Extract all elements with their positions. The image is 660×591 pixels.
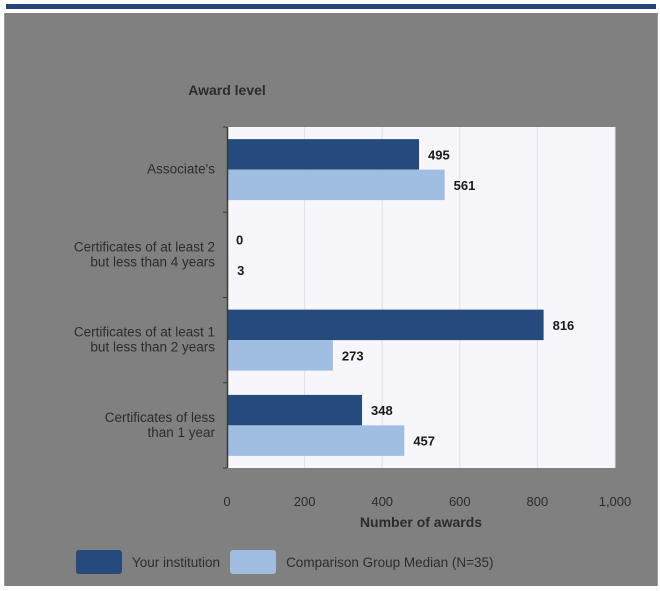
category-label: Certificates of at least 1 but less than … xyxy=(74,325,215,355)
legend-item-comparison-median: Comparison Group Median (N=35) xyxy=(230,550,494,574)
bar xyxy=(227,425,405,456)
x-tick-label: 400 xyxy=(371,494,393,509)
bar xyxy=(227,340,333,371)
bar-value-label: 816 xyxy=(553,318,575,333)
x-tick-label: 600 xyxy=(449,494,471,509)
x-tick-label: 800 xyxy=(527,494,549,509)
legend-label-your-institution: Your institution xyxy=(132,554,221,570)
bar-value-label: 495 xyxy=(428,147,450,162)
bar xyxy=(227,139,420,170)
legend: Your institution Comparison Group Median… xyxy=(76,549,504,575)
bar xyxy=(227,394,363,426)
chart-panel: 495 561 0 3 816 273 348 457 0 200 400 600 800 1,000 … xyxy=(4,13,658,586)
legend-label-comparison-median: Comparison Group Median (N=35) xyxy=(286,554,494,570)
header-rule xyxy=(6,4,656,9)
bar xyxy=(227,309,544,341)
x-axis-title: Number of awards xyxy=(360,514,482,530)
legend-swatch-your-institution xyxy=(76,550,122,574)
category-label: Certificates of less than 1 year xyxy=(105,410,216,440)
bar-value-label: 0 xyxy=(236,233,243,248)
x-tick-label: 1,000 xyxy=(599,494,632,509)
x-tick-label: 0 xyxy=(223,494,230,509)
bar-value-label: 457 xyxy=(413,434,435,449)
category-axis-title: Award level xyxy=(188,82,266,98)
category-label: Associate's xyxy=(147,162,215,177)
bar-value-label: 348 xyxy=(371,403,393,418)
legend-swatch-comparison-median xyxy=(230,550,277,574)
x-tick-label: 200 xyxy=(294,494,316,509)
bar-value-label: 273 xyxy=(342,348,364,363)
bar-value-label: 561 xyxy=(454,178,476,193)
legend-item-your-institution: Your institution xyxy=(76,550,220,574)
bar xyxy=(227,169,445,201)
category-label: Certificates of at least 2 but less than … xyxy=(74,239,215,269)
bar-value-label: 3 xyxy=(237,263,244,278)
